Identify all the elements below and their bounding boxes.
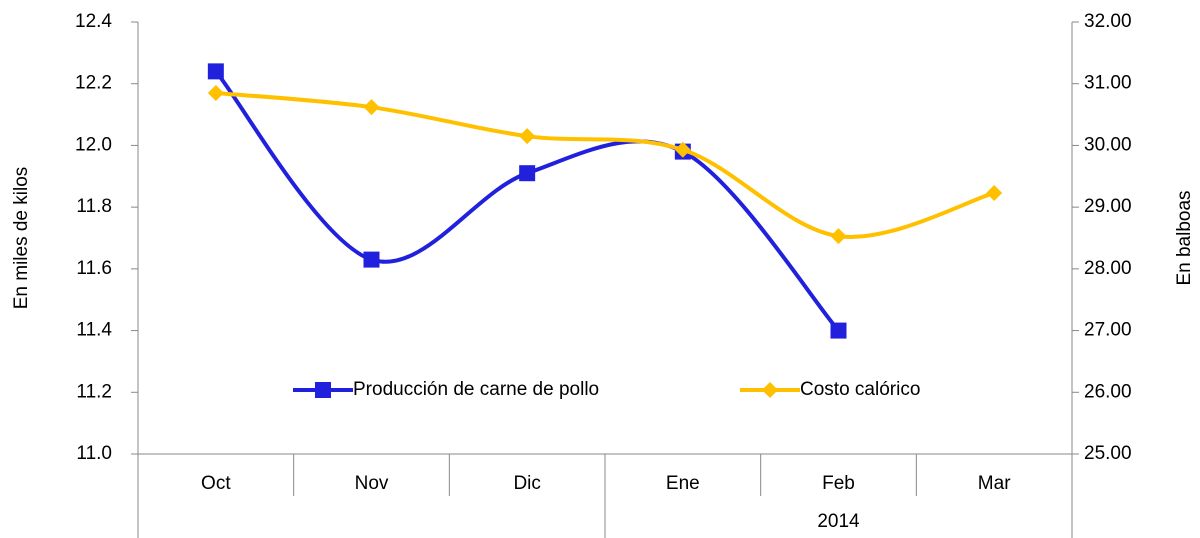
x-tick-label: Dic <box>513 473 540 494</box>
y-axis-title: En miles de kilos <box>11 167 32 310</box>
y-tick-label: 12.2 <box>75 73 112 94</box>
y2-tick-label: 30.00 <box>1084 134 1132 155</box>
data-point <box>363 251 380 268</box>
data-point <box>986 184 1003 201</box>
y2-tick-label: 25.00 <box>1084 443 1132 464</box>
y-tick-label: 12.0 <box>75 134 112 155</box>
x-tick-label: Nov <box>355 473 389 494</box>
data-point <box>519 165 536 182</box>
x-tick-label: Oct <box>201 473 231 494</box>
x-tick-label: Mar <box>978 473 1011 494</box>
legend-marker <box>315 382 331 398</box>
data-point <box>207 63 224 80</box>
data-point <box>830 322 847 339</box>
y-tick-label: 12.4 <box>75 11 112 32</box>
data-point <box>363 99 380 116</box>
y2-tick-label: 29.00 <box>1084 196 1132 217</box>
data-point <box>207 84 224 101</box>
y-tick-label: 11.4 <box>76 320 112 341</box>
x-tick-label: Ene <box>666 473 700 494</box>
series-line <box>215 90 995 239</box>
category-group-label: 2014 <box>817 511 860 532</box>
y2-tick-label: 28.00 <box>1084 258 1132 279</box>
x-tick-label: Feb <box>822 473 855 494</box>
y-tick-label: 11.0 <box>76 443 112 464</box>
data-point <box>830 228 847 245</box>
y2-tick-label: 26.00 <box>1084 381 1132 402</box>
data-point <box>519 128 536 145</box>
y-tick-label: 11.6 <box>76 258 112 279</box>
series-line <box>214 70 841 332</box>
data-point <box>674 141 691 158</box>
legend-label: Costo calórico <box>800 379 920 400</box>
legend-label: Producción de carne de pollo <box>353 379 599 400</box>
y2-tick-label: 32.00 <box>1084 11 1132 32</box>
y2-tick-label: 31.00 <box>1084 73 1132 94</box>
y2-axis-title: En balboas <box>1174 190 1195 285</box>
y-tick-label: 11.2 <box>76 381 112 402</box>
y-tick-label: 11.8 <box>76 196 112 217</box>
y2-tick-label: 27.00 <box>1084 320 1132 341</box>
legend-marker <box>762 382 778 398</box>
